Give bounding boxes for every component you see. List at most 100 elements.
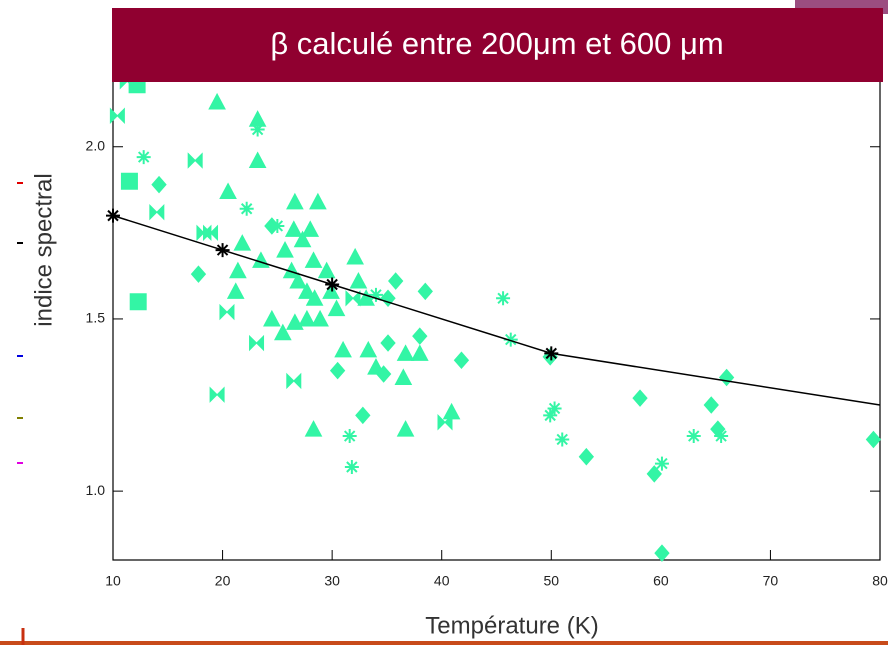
point-diamond	[453, 351, 470, 370]
point-triangle	[394, 368, 413, 385]
point-bowtie	[187, 152, 203, 169]
point-triangle	[396, 420, 415, 437]
point-diamond	[190, 265, 207, 283]
point-bowtie	[249, 334, 265, 352]
x-tick-label: 20	[215, 573, 231, 589]
x-tick-label: 40	[434, 573, 450, 589]
point-triangle	[349, 271, 368, 289]
point-triangle	[276, 241, 294, 258]
point-diamond	[151, 175, 167, 194]
point-bowtie	[109, 107, 125, 124]
point-square	[120, 172, 138, 190]
point-asterisk	[250, 122, 265, 137]
point-asterisk	[543, 408, 558, 423]
point-diamond	[646, 465, 662, 483]
point-bowtie	[219, 303, 235, 321]
point-triangle	[226, 282, 245, 299]
point-triangle	[334, 340, 352, 358]
point-asterisk	[136, 150, 151, 165]
point-triangle	[309, 192, 327, 210]
point-triangle	[327, 299, 346, 317]
point-triangle	[305, 289, 324, 306]
y-tick-label: 1.0	[86, 482, 106, 498]
point-asterisk	[686, 429, 701, 444]
point-triangle	[263, 309, 281, 327]
point-triangle	[289, 271, 308, 289]
x-tick-label: 50	[543, 573, 559, 589]
point-triangle	[396, 344, 415, 361]
point-triangle	[284, 220, 303, 237]
point-triangle	[304, 420, 323, 437]
point-triangle	[322, 282, 340, 299]
point-triangle	[298, 309, 316, 327]
x-tick-label: 70	[763, 573, 779, 589]
x-tick-label: 60	[653, 573, 669, 589]
point-triangle	[219, 182, 237, 200]
point-asterisk	[239, 201, 254, 216]
y-axis-title: indice spectral	[30, 173, 57, 326]
point-diamond	[578, 447, 595, 466]
point-bowtie	[209, 386, 225, 403]
x-tick-label: 80	[872, 573, 888, 589]
point-asterisk	[544, 346, 559, 361]
point-square	[129, 293, 147, 311]
point-asterisk	[106, 208, 120, 223]
point-triangle	[298, 282, 316, 299]
point-diamond	[412, 327, 428, 345]
point-diamond	[718, 368, 735, 387]
point-diamond	[380, 289, 396, 308]
point-bowtie	[149, 203, 165, 221]
point-triangle	[317, 261, 336, 279]
point-diamond	[710, 420, 726, 438]
point-asterisk	[342, 429, 357, 444]
point-diamond	[375, 365, 392, 383]
point-triangle	[304, 251, 323, 268]
x-tick-label: 30	[324, 573, 340, 589]
point-triangle	[410, 344, 429, 361]
point-diamond	[417, 282, 433, 301]
point-bowtie	[437, 414, 453, 431]
point-triangle	[248, 151, 267, 169]
point-bowtie	[203, 224, 219, 242]
point-diamond	[632, 389, 648, 407]
y-tick-label: 1.5	[86, 310, 106, 326]
point-diamond	[329, 361, 346, 380]
point-asterisk	[368, 287, 383, 302]
point-triangle	[359, 340, 378, 358]
point-triangle	[208, 92, 226, 110]
point-diamond	[865, 430, 882, 449]
x-axis-title: Température (K)	[425, 612, 598, 639]
point-asterisk	[270, 218, 285, 233]
point-asterisk	[503, 332, 518, 347]
point-triangle	[311, 309, 329, 327]
point-bowtie	[286, 372, 302, 390]
point-triangle	[286, 313, 304, 330]
point-triangle	[357, 289, 375, 306]
point-diamond	[380, 334, 396, 352]
point-diamond	[355, 406, 371, 425]
point-asterisk	[654, 456, 669, 471]
point-asterisk	[714, 429, 729, 444]
point-triangle	[301, 220, 320, 237]
title-box	[112, 8, 883, 82]
point-triangle	[293, 230, 312, 248]
point-bowtie	[345, 290, 361, 307]
chart-title: β calculé entre 200μm et 600 μm	[270, 26, 723, 61]
y-tick-label: 2.0	[86, 137, 106, 153]
point-diamond	[388, 272, 404, 290]
x-tick-label: 10	[105, 573, 121, 589]
plot-frame	[112, 8, 881, 561]
point-diamond	[654, 544, 670, 562]
point-diamond	[703, 396, 719, 414]
point-triangle	[233, 234, 252, 251]
point-asterisk	[496, 291, 511, 306]
point-triangle	[274, 323, 292, 341]
plot-area: 10 20 30 40 50 60 70 80 1.0 1.5 2.0	[86, 8, 888, 589]
point-asterisk	[547, 401, 562, 416]
point-triangle	[346, 247, 364, 265]
point-asterisk	[215, 243, 230, 258]
point-triangle	[286, 192, 304, 210]
point-asterisk	[325, 277, 340, 292]
point-asterisk	[344, 460, 359, 475]
